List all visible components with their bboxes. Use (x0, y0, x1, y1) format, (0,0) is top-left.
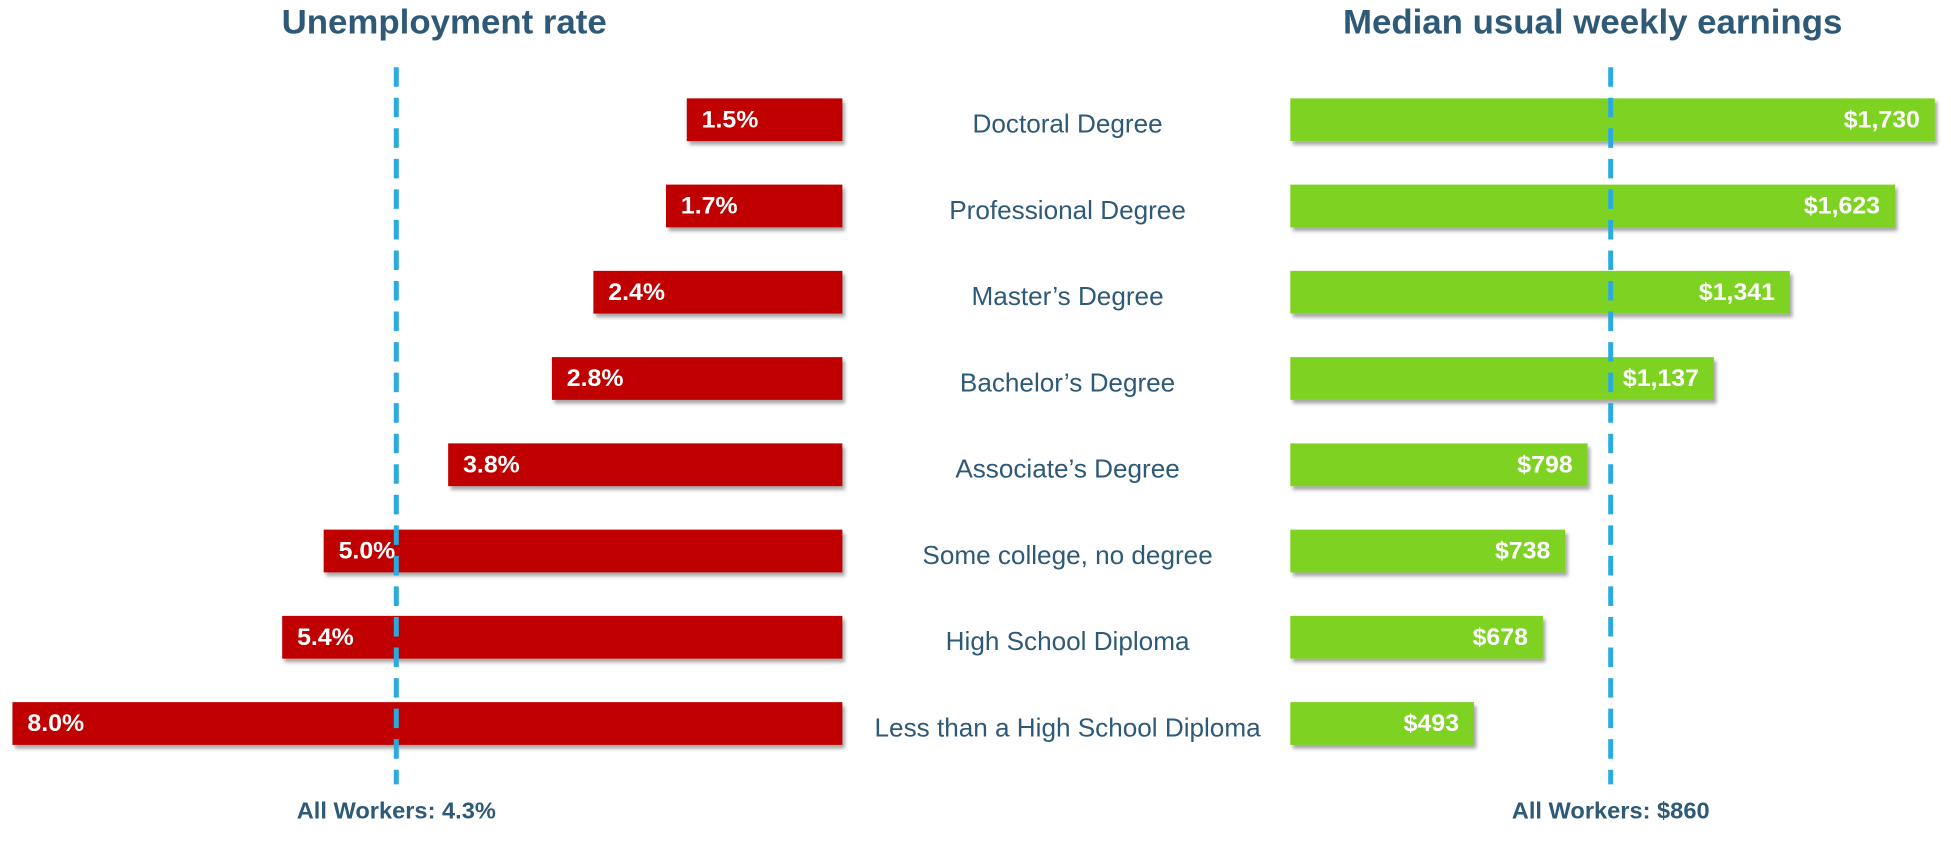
bar (1290, 443, 1588, 487)
value-label: 1.5% (702, 107, 759, 134)
bar (551, 357, 843, 400)
bar (1290, 529, 1566, 573)
bar (666, 184, 843, 228)
chart-title: Unemployment rate (282, 4, 607, 42)
category-label: Professional Degree (949, 197, 1186, 225)
value-label: 5.0% (339, 538, 396, 565)
bar (12, 702, 843, 745)
value-label: 5.4% (297, 624, 354, 651)
value-label: $1,341 (1699, 279, 1775, 306)
category-label: High School Diploma (946, 628, 1190, 656)
value-label: 3.8% (463, 452, 520, 479)
category-label: Master’s Degree (972, 283, 1164, 311)
value-label: $493 (1404, 710, 1459, 737)
value-label: 2.8% (567, 365, 624, 392)
value-label: 1.7% (681, 193, 738, 220)
reference-label: All Workers: 4.3% (297, 798, 496, 824)
bar (593, 270, 843, 314)
category-label: Less than a High School Diploma (875, 715, 1262, 743)
bar (1290, 615, 1543, 659)
bar (323, 529, 843, 573)
category-label: Bachelor’s Degree (960, 370, 1175, 398)
bar (282, 615, 843, 659)
bar (686, 98, 843, 142)
category-label: Associate’s Degree (955, 456, 1179, 484)
value-label: 2.4% (608, 279, 665, 306)
chart-title: Median usual weekly earnings (1343, 4, 1842, 42)
value-label: $1,623 (1804, 193, 1880, 220)
value-label: $738 (1495, 538, 1550, 565)
reference-label: All Workers: $860 (1512, 798, 1710, 824)
category-label: Some college, no degree (922, 542, 1212, 570)
bar (1290, 184, 1895, 228)
value-label: $1,730 (1844, 107, 1920, 134)
bar (1290, 270, 1790, 314)
value-label: 8.0% (27, 710, 84, 737)
value-label: $798 (1517, 452, 1572, 479)
bar (1290, 702, 1474, 745)
bar (448, 443, 843, 487)
category-label: Doctoral Degree (973, 111, 1163, 139)
value-label: $1,137 (1623, 365, 1699, 392)
value-label: $678 (1473, 624, 1528, 651)
bar (1290, 357, 1714, 400)
